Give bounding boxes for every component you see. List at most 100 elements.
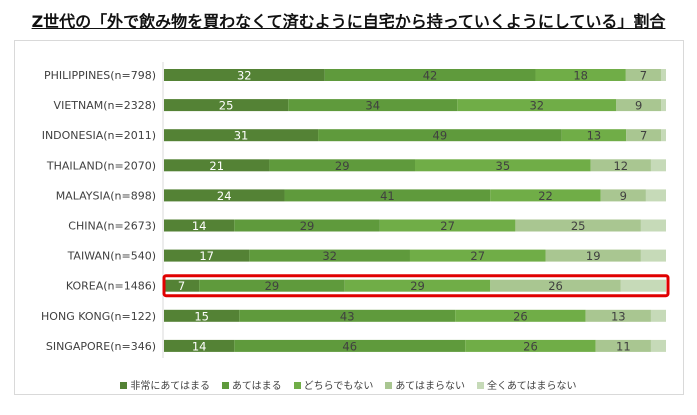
bar-segment xyxy=(164,219,235,232)
data-label: 9 xyxy=(620,189,627,203)
bar-segment xyxy=(490,279,621,292)
legend-item: どちらでもない xyxy=(293,377,374,392)
bar-segment xyxy=(515,219,641,232)
data-label: 17 xyxy=(199,249,214,263)
data-label: 14 xyxy=(192,339,207,353)
legend-swatch xyxy=(222,382,230,389)
data-label: 13 xyxy=(611,309,626,323)
highlight-box xyxy=(162,274,670,298)
data-label: 27 xyxy=(470,249,485,263)
data-label: 26 xyxy=(548,279,563,293)
data-label: 7 xyxy=(178,279,185,293)
data-label: 46 xyxy=(342,339,357,353)
bar-segment xyxy=(650,339,666,352)
data-label: 29 xyxy=(410,279,425,293)
bar-segment xyxy=(164,339,235,352)
bar-segment xyxy=(661,129,666,142)
category-label: PHILIPPINES(n=798) xyxy=(44,69,156,82)
bar-segment xyxy=(239,309,456,322)
data-label: 15 xyxy=(194,309,209,323)
legend-swatch xyxy=(476,382,484,389)
data-label: 34 xyxy=(365,99,380,113)
data-label: 25 xyxy=(571,219,586,233)
category-label: CHINA(n=2673) xyxy=(68,220,156,233)
category-label: VIETNAM(n=2328) xyxy=(54,99,156,112)
data-label: 31 xyxy=(234,129,249,143)
bar-segment xyxy=(164,279,200,292)
legend-swatch xyxy=(293,382,301,389)
category-label: SINGAPORE(n=346) xyxy=(46,340,156,353)
legend-swatch xyxy=(385,382,393,389)
bar-segment xyxy=(585,309,651,322)
bar-segment xyxy=(284,189,491,202)
bar-segment xyxy=(650,159,666,172)
legend-item: 全くあてはまらない xyxy=(476,377,577,392)
data-label: 18 xyxy=(573,69,588,83)
bar-segment xyxy=(455,309,586,322)
bar-segment xyxy=(164,129,319,142)
data-label: 32 xyxy=(529,99,544,113)
bar-segment xyxy=(645,189,666,202)
category-label: KOREA(n=1486) xyxy=(66,280,156,293)
bar-segment xyxy=(650,309,666,322)
data-label: 11 xyxy=(616,339,631,353)
data-label: 32 xyxy=(237,69,252,83)
chart-frame xyxy=(14,40,684,395)
category-label: TAIWAN(n=540) xyxy=(67,250,156,263)
bar-segment xyxy=(164,69,325,81)
bar-segment xyxy=(234,219,380,232)
data-label: 19 xyxy=(586,249,601,263)
bar-segment xyxy=(164,189,285,202)
bar-segment xyxy=(379,219,516,232)
legend-item: 非常にあてはまる xyxy=(120,377,210,392)
legend-label: 非常にあてはまる xyxy=(130,381,211,392)
bar-segment xyxy=(344,279,491,292)
category-label: HONG KONG(n=122) xyxy=(41,310,156,323)
data-label: 7 xyxy=(640,69,647,83)
bar-segment xyxy=(616,99,662,112)
category-label: THAILAND(n=2070) xyxy=(46,159,156,172)
legend-label: あてはまる xyxy=(232,381,282,392)
legend-swatch xyxy=(120,382,128,389)
bar-segment xyxy=(490,189,601,202)
bar-segment xyxy=(545,249,641,262)
bar-segment xyxy=(415,159,591,172)
legend-item: あてはまる xyxy=(222,377,282,392)
data-label: 25 xyxy=(219,99,234,113)
bar-segment xyxy=(164,99,289,112)
bar-segment xyxy=(318,129,562,142)
data-label: 49 xyxy=(433,129,448,143)
data-label: 29 xyxy=(335,159,350,173)
data-label: 35 xyxy=(496,159,511,173)
bar-segment xyxy=(324,69,536,81)
bar-segment xyxy=(625,69,661,81)
data-label: 14 xyxy=(192,219,207,233)
data-label: 7 xyxy=(640,129,647,143)
bar-segment xyxy=(288,99,458,112)
bar-segment xyxy=(234,339,466,352)
bar-segment xyxy=(620,279,666,292)
bar-segment xyxy=(535,69,626,81)
data-label: 9 xyxy=(635,99,642,113)
category-label: INDONESIA(n=2011) xyxy=(42,129,156,142)
bar-segment xyxy=(164,249,250,262)
chart-title: Z世代の「外で飲み物を買わなくて済むように自宅から持っていくようにしている」割合 xyxy=(31,12,666,31)
legend-item: あてはまらない xyxy=(385,377,465,392)
legend-label: どちらでもない xyxy=(303,381,374,392)
data-label: 29 xyxy=(265,279,280,293)
data-label: 21 xyxy=(209,159,224,173)
legend: 非常にあてはまる あてはまる どちらでもない あてはまらない 全くあてはまらない xyxy=(0,377,697,392)
bar-segment xyxy=(409,249,546,262)
bar-segment xyxy=(164,309,240,322)
bar-segment xyxy=(269,159,415,172)
data-label: 42 xyxy=(423,69,438,83)
bar-segment xyxy=(164,159,270,172)
bar-segment xyxy=(249,249,410,262)
data-label: 29 xyxy=(300,219,315,233)
legend-label: 全くあてはまらない xyxy=(486,381,577,392)
bar-segment xyxy=(640,219,666,232)
data-label: 13 xyxy=(587,129,602,143)
bar-segment xyxy=(457,99,617,112)
data-label: 26 xyxy=(513,309,528,323)
